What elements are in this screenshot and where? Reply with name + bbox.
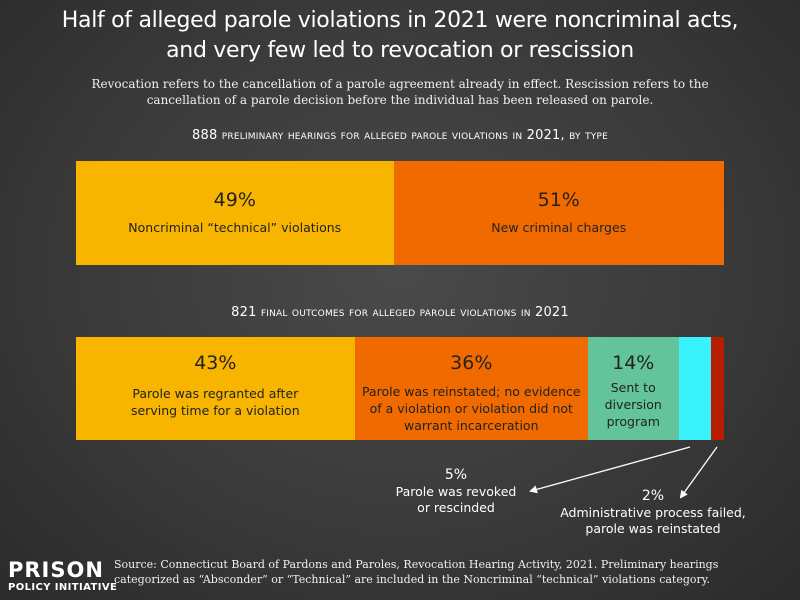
bar2: 43% Parole was regranted after serving t…: [76, 337, 724, 440]
bar1-segment-criminal: 51% New criminal charges: [393, 161, 724, 265]
bar1: 49% Noncriminal “technical” violations 5…: [76, 161, 724, 265]
subtitle-line2: cancellation of a parole decision before…: [146, 93, 654, 107]
arrow-admin-failed: [679, 446, 718, 499]
bar2-segment-diversion-label-line3: program: [606, 414, 660, 429]
bar2-segment-regranted: 43% Parole was regranted after serving t…: [76, 337, 355, 440]
callout-admin-failed-label-line1: Administrative process failed,: [560, 505, 746, 520]
chart-subtitle: Revocation refers to the cancellation of…: [90, 76, 710, 108]
callout-revoked: 5% Parole was revoked or rescinded: [366, 466, 546, 516]
logo-line1: PRISON: [8, 558, 104, 582]
bar2-segment-reinstated-label-line3: warrant incarceration: [404, 418, 539, 433]
source-note-line2: categorized as “Absconder” or “Technical…: [114, 573, 711, 586]
bar1-segment-technical-label: Noncriminal “technical” violations: [128, 220, 342, 235]
bar2-segment-regranted-label: Parole was regranted after serving time …: [80, 385, 351, 419]
bar2-segment-diversion-label: Sent to diversion program: [588, 379, 679, 430]
bar2-segment-reinstated-label: Parole was reinstated; no evidence of a …: [357, 383, 586, 434]
bar2-segment-regranted-pct: 43%: [194, 352, 237, 374]
bar2-segment-reinstated-label-line2: of a violation or violation did not: [369, 401, 573, 416]
prison-policy-initiative-logo: PRISON POLICY INITIATIVE: [8, 560, 117, 593]
bar2-segment-regranted-label-line1: Parole was regranted after: [132, 386, 299, 401]
subtitle-line1: Revocation refers to the cancellation of…: [91, 77, 709, 91]
bar2-segment-diversion-label-line2: diversion: [604, 397, 662, 412]
bar2-segment-revoked: [678, 337, 711, 440]
logo-line2: POLICY INITIATIVE: [8, 582, 118, 593]
bar1-title: 888 preliminary hearings for alleged par…: [192, 128, 608, 143]
bar2-segment-diversion: 14% Sent to diversion program: [587, 337, 679, 440]
callout-revoked-label-line1: Parole was revoked: [395, 484, 517, 499]
callout-revoked-label-line2: or rescinded: [417, 500, 495, 515]
source-note: Source: Connecticut Board of Pardons and…: [114, 557, 794, 587]
bar2-segment-diversion-pct: 14%: [612, 352, 655, 374]
chart-title-line1: Half of alleged parole violations in 202…: [61, 8, 739, 33]
chart-title-line2: and very few led to revocation or rescis…: [166, 38, 634, 63]
bar2-title: 821 final outcomes for alleged parole vi…: [231, 305, 569, 320]
arrow-revoked: [529, 446, 691, 494]
source-note-line1: Source: Connecticut Board of Pardons and…: [114, 558, 719, 571]
bar1-segment-criminal-label: New criminal charges: [491, 220, 627, 235]
callout-admin-failed: 2% Administrative process failed, parole…: [548, 487, 758, 537]
bar1-segment-technical-pct: 49%: [213, 189, 256, 211]
chart-title: Half of alleged parole violations in 202…: [0, 6, 800, 66]
callout-admin-failed-label-line2: parole was reinstated: [585, 521, 721, 536]
bar2-segment-admin-failed: [711, 337, 724, 440]
bar1-segment-technical: 49% Noncriminal “technical” violations: [76, 161, 394, 265]
bar2-segment-reinstated: 36% Parole was reinstated; no evidence o…: [354, 337, 588, 440]
bar2-segment-regranted-label-line2: serving time for a violation: [130, 403, 300, 418]
bar2-segment-diversion-label-line1: Sent to: [610, 380, 656, 395]
bar1-segment-criminal-pct: 51%: [537, 189, 580, 211]
bar2-segment-reinstated-pct: 36%: [450, 352, 493, 374]
bar2-segment-reinstated-label-line1: Parole was reinstated; no evidence: [361, 384, 581, 399]
callout-admin-failed-pct: 2%: [641, 488, 665, 504]
callout-revoked-pct: 5%: [444, 467, 468, 483]
